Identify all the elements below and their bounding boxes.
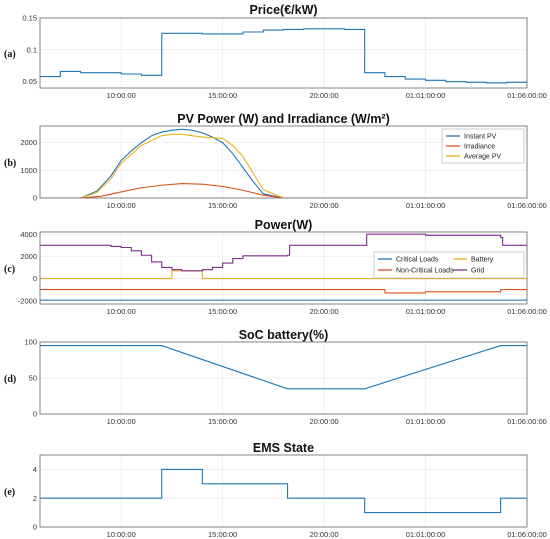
ems-ytick-label-0: 0 <box>33 523 37 532</box>
soc-xtick-label-2: 20:00:00 <box>309 417 338 426</box>
soc-xtick-label-0: 10:00:00 <box>107 417 136 426</box>
ems-panel-label: (e) <box>4 487 15 498</box>
price-ytick-label-2: 0.15 <box>22 14 37 23</box>
pv-legend-label-1: Irradiance <box>464 144 495 151</box>
pv-ytick-label-0: 0 <box>33 194 37 203</box>
ems-axes <box>39 454 528 528</box>
pv-xtick-label-2: 20:00:00 <box>309 201 338 210</box>
pv-series-group <box>40 128 527 198</box>
price-xtick-label-2: 20:00:00 <box>309 91 338 100</box>
price-panel-label: (a) <box>4 49 16 60</box>
soc-xtick-label-1: 15:00:00 <box>208 417 237 426</box>
power-legend-box <box>373 251 525 279</box>
pv-title: PV Power (W) and Irradiance (W/m²) <box>177 112 390 126</box>
pv-xtick-label-1: 15:00:00 <box>208 201 237 210</box>
pv-series-0 <box>40 128 527 198</box>
panel-pv: PV Power (W) and Irradiance (W/m²) (b) 0 10… <box>4 112 547 210</box>
soc-xtick-label-3: 01:01:00:00 <box>406 417 446 426</box>
pv-legend-label-0: Instant PV <box>464 134 497 141</box>
pv-series-1 <box>40 183 527 198</box>
power-xtick-label-0: 10:00:00 <box>107 307 136 316</box>
price-xtick-label-3: 01:01:00:00 <box>406 91 446 100</box>
power-series-2 <box>40 289 527 294</box>
ems-xtick-label-3: 01:01:00:00 <box>406 530 446 539</box>
power-legend-label-1: Battery <box>471 257 494 264</box>
pv-axes <box>39 125 528 199</box>
soc-series-group <box>40 345 527 390</box>
power-series-1 <box>40 270 527 280</box>
soc-ytick-label-2: 100 <box>24 338 37 347</box>
pv-legend-label-2: Average PV <box>464 154 502 161</box>
power-legend-label-3: Grid <box>471 268 484 275</box>
panel-ems: EMS State (e) 0 2 4 10:00:00 15:00:00 20:00:00 0… <box>4 441 547 539</box>
power-title: Power(W) <box>255 218 313 232</box>
soc-panel-label: (d) <box>4 374 16 385</box>
power-legend-label-0: Critical Loads <box>396 257 439 264</box>
pv-xtick-label-0: 10:00:00 <box>107 201 136 210</box>
price-xtick-label-4: 01:06:00:00 <box>507 91 547 100</box>
ems-xtick-label-2: 20:00:00 <box>309 530 338 539</box>
soc-ytick-label-0: 0 <box>33 410 37 419</box>
pv-xtick-label-3: 01:01:00:00 <box>406 201 446 210</box>
ems-series-0 <box>40 468 527 514</box>
soc-ytick-label-1: 50 <box>29 374 37 383</box>
power-xtick-label-3: 01:01:00:00 <box>406 307 446 316</box>
price-series-0 <box>40 28 527 84</box>
price-xtick-label-0: 10:00:00 <box>107 91 136 100</box>
pv-xtick-label-4: 01:06:00:00 <box>507 201 547 210</box>
soc-series-0 <box>40 345 527 390</box>
power-legend-label-2: Non-Critical Loads <box>396 268 454 275</box>
price-axes <box>39 17 528 89</box>
ems-xtick-label-0: 10:00:00 <box>107 530 136 539</box>
price-series-group <box>40 28 527 84</box>
soc-axes <box>39 341 528 415</box>
price-ytick-label-0: 0.05 <box>22 77 37 86</box>
power-xtick-label-1: 15:00:00 <box>208 307 237 316</box>
power-legend: Critical Loads Battery Non-Critical Loads G… <box>373 251 525 279</box>
soc-xtick-label-4: 01:06:00:00 <box>507 417 547 426</box>
power-xtick-label-2: 20:00:00 <box>309 307 338 316</box>
panel-price: Price(€/kW) (a) 0.05 0.1 0.15 10:00:00 15:00:0… <box>4 3 547 100</box>
power-series-group <box>40 233 527 301</box>
ems-series-group <box>40 468 527 514</box>
pv-panel-label: (b) <box>4 158 16 169</box>
pv-series-2 <box>40 133 527 198</box>
price-xtick-label-1: 15:00:00 <box>208 91 237 100</box>
power-xtick-label-4: 01:06:00:00 <box>507 307 547 316</box>
ems-ytick-label-2: 4 <box>33 465 37 474</box>
power-ytick-label-0: -2000 <box>18 296 37 305</box>
panel-soc: SoC battery(%) (d) 0 50 100 10:00:00 15:00:00 2… <box>4 328 547 426</box>
soc-title: SoC battery(%) <box>239 328 329 342</box>
power-series-3 <box>40 233 527 272</box>
pv-legend: Instant PV Irradiance Average PV <box>441 128 525 164</box>
price-title: Price(€/kW) <box>249 3 317 17</box>
ems-xtick-label-1: 15:00:00 <box>208 530 237 539</box>
power-ytick-label-1: 0 <box>33 274 37 283</box>
panels: Price(€/kW) (a) 0.05 0.1 0.15 10:00:00 15:00:0… <box>4 3 547 539</box>
ems-ytick-label-1: 2 <box>33 494 37 503</box>
power-ytick-label-2: 2000 <box>20 252 37 261</box>
ems-xtick-label-4: 01:06:00:00 <box>507 530 547 539</box>
power-axes <box>39 231 528 305</box>
power-ytick-label-3: 4000 <box>20 230 37 239</box>
pv-ytick-label-2: 2000 <box>20 138 37 147</box>
power-panel-label: (c) <box>4 264 15 275</box>
pv-ytick-label-1: 1000 <box>20 166 37 175</box>
price-ytick-label-1: 0.1 <box>27 45 37 54</box>
ems-title: EMS State <box>253 441 314 455</box>
panel-power: Power(W) (c) -2000 0 2000 4000 10:00:00 15:00:0… <box>4 218 547 316</box>
